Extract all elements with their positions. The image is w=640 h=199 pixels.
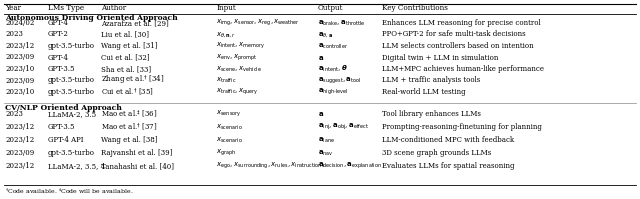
Text: 2023: 2023 <box>5 110 23 118</box>
Text: 2023/12: 2023/12 <box>5 136 35 144</box>
Text: Real-world LLM testing: Real-world LLM testing <box>382 88 466 96</box>
Text: GPT-3.5: GPT-3.5 <box>48 123 76 131</box>
Text: $x_{\mathrm{scenario}}$: $x_{\mathrm{scenario}}$ <box>216 135 243 145</box>
Text: 3D scene graph grounds LLMs: 3D scene graph grounds LLMs <box>382 149 492 157</box>
Text: LMs Type: LMs Type <box>48 4 84 12</box>
Text: Autonomous Driving Oriented Approach: Autonomous Driving Oriented Approach <box>5 14 178 22</box>
Text: LLM-conditioned MPC with feedback: LLM-conditioned MPC with feedback <box>382 136 514 144</box>
Text: Zhang et al.$^{\dagger}$ [34]: Zhang et al.$^{\dagger}$ [34] <box>101 74 164 87</box>
Text: $\mathbf{a}$: $\mathbf{a}$ <box>318 110 324 118</box>
Text: Output: Output <box>318 4 344 12</box>
Text: LLM + traffic analysis tools: LLM + traffic analysis tools <box>382 76 481 85</box>
Text: $\mathbf{a}$: $\mathbf{a}$ <box>318 54 324 61</box>
Text: $\mathbf{a}_{\mathrm{high\text{-}level}}$: $\mathbf{a}_{\mathrm{high\text{-}level}}… <box>318 87 349 97</box>
Text: gpt-3.5-turbo: gpt-3.5-turbo <box>48 88 95 96</box>
Text: $x_{\mathrm{graph}}$: $x_{\mathrm{graph}}$ <box>216 148 237 158</box>
Text: GPT-4: GPT-4 <box>48 19 69 27</box>
Text: Author: Author <box>101 4 126 12</box>
Text: 2023/12: 2023/12 <box>5 162 35 170</box>
Text: 2023/09: 2023/09 <box>5 149 35 157</box>
Text: Cui et al.$^{\dagger}$ [35]: Cui et al.$^{\dagger}$ [35] <box>101 86 154 98</box>
Text: PPO+GPT-2 for safe multi-task decisions: PPO+GPT-2 for safe multi-task decisions <box>382 30 525 38</box>
Text: $\mathbf{a}_{\mathrm{suggest}}, \mathbf{a}_{\mathrm{tool}}$: $\mathbf{a}_{\mathrm{suggest}}, \mathbf{… <box>318 75 362 86</box>
Text: 2024/02: 2024/02 <box>5 19 35 27</box>
Text: $x_{\theta,\mathbf{n},r}$: $x_{\theta,\mathbf{n},r}$ <box>216 30 236 39</box>
Text: Year: Year <box>5 4 21 12</box>
Text: $x_{\mathrm{ego}}, x_{\mathrm{surrounding}}, x_{\mathrm{rules}}, x_{\mathrm{inst: $x_{\mathrm{ego}}, x_{\mathrm{surroundin… <box>216 161 326 171</box>
Text: GPT-3.5: GPT-3.5 <box>48 65 76 73</box>
Text: GPT-4 API: GPT-4 API <box>48 136 83 144</box>
Text: Mao et al.$^{\dagger}$ [37]: Mao et al.$^{\dagger}$ [37] <box>101 121 157 133</box>
Text: $x_{\mathrm{traffic}}, x_{\mathrm{query}}$: $x_{\mathrm{traffic}}, x_{\mathrm{query}… <box>216 87 259 97</box>
Text: $x_{\mathrm{scene}}, x_{\mathrm{vehicle}}$: $x_{\mathrm{scene}}, x_{\mathrm{vehicle}… <box>216 64 262 74</box>
Text: $\mathbf{a}_{\mathrm{inj}}, \mathbf{a}_{\mathrm{obj}}, \mathbf{a}_{\mathrm{effec: $\mathbf{a}_{\mathrm{inj}}, \mathbf{a}_{… <box>318 122 369 132</box>
Text: gpt-3.5-turbo: gpt-3.5-turbo <box>48 149 95 157</box>
Text: 2023/09: 2023/09 <box>5 54 35 61</box>
Text: LLaMA-2, 3.5, 4: LLaMA-2, 3.5, 4 <box>48 162 105 170</box>
Text: Digital twin + LLM in simulation: Digital twin + LLM in simulation <box>382 54 499 61</box>
Text: Wang et al. [31]: Wang et al. [31] <box>101 42 157 50</box>
Text: $x_{\mathrm{sensory}}$: $x_{\mathrm{sensory}}$ <box>216 109 242 119</box>
Text: $x_{\mathrm{scenario}}$: $x_{\mathrm{scenario}}$ <box>216 122 243 132</box>
Text: $^{\dagger}$Code available. $^{\ddagger}$Code will be available.: $^{\dagger}$Code available. $^{\ddagger}… <box>5 186 134 196</box>
Text: Liu et al. [30]: Liu et al. [30] <box>101 30 149 38</box>
Text: GPT-2: GPT-2 <box>48 30 69 38</box>
Text: $x_{\mathrm{traffic}}$: $x_{\mathrm{traffic}}$ <box>216 76 237 85</box>
Text: Sha et al. [33]: Sha et al. [33] <box>101 65 151 73</box>
Text: GPT-4: GPT-4 <box>48 54 69 61</box>
Text: LLM selects controllers based on intention: LLM selects controllers based on intenti… <box>382 42 534 50</box>
Text: Tool library enhances LLMs: Tool library enhances LLMs <box>382 110 481 118</box>
Text: $\mathbf{a}_{\theta,\mathbf{a}}$: $\mathbf{a}_{\theta,\mathbf{a}}$ <box>318 30 333 39</box>
Text: 2023: 2023 <box>5 30 23 38</box>
Text: $x_{\mathrm{img}}, x_{\mathrm{sensor}}, x_{\mathrm{reg}}, x_{\mathrm{weather}}$: $x_{\mathrm{img}}, x_{\mathrm{sensor}}, … <box>216 18 300 28</box>
Text: 2023/10: 2023/10 <box>5 65 35 73</box>
Text: Tanahashi et al. [40]: Tanahashi et al. [40] <box>101 162 174 170</box>
Text: 2023/12: 2023/12 <box>5 123 35 131</box>
Text: gpt-3.5-turbo: gpt-3.5-turbo <box>48 42 95 50</box>
Text: 2023/09: 2023/09 <box>5 76 35 85</box>
Text: Input: Input <box>216 4 236 12</box>
Text: Wang et al. [38]: Wang et al. [38] <box>101 136 157 144</box>
Text: CV/NLP Oriented Approach: CV/NLP Oriented Approach <box>5 104 122 112</box>
Text: $\mathbf{a}_{\mathrm{brake}}, \mathbf{a}_{\mathrm{throttle}}$: $\mathbf{a}_{\mathrm{brake}}, \mathbf{a}… <box>318 18 365 28</box>
Text: Cui et al. [32]: Cui et al. [32] <box>101 54 150 61</box>
Text: $\mathbf{a}_{\mathrm{decision}}, \mathbf{a}_{\mathrm{explanation}}$: $\mathbf{a}_{\mathrm{decision}}, \mathbf… <box>318 161 382 171</box>
Text: Prompting-reasoning-finetuning for planning: Prompting-reasoning-finetuning for plann… <box>382 123 542 131</box>
Text: $\mathbf{a}_{\mathrm{intent}}, \boldsymbol{\theta}$: $\mathbf{a}_{\mathrm{intent}}, \boldsymb… <box>318 64 348 74</box>
Text: Evaluates LLMs for spatial reasoning: Evaluates LLMs for spatial reasoning <box>382 162 515 170</box>
Text: $x_{\mathrm{intent}}, x_{\mathrm{memory}}$: $x_{\mathrm{intent}}, x_{\mathrm{memory}… <box>216 41 266 51</box>
Text: Mao et al.$^{\ddagger}$ [36]: Mao et al.$^{\ddagger}$ [36] <box>101 108 157 120</box>
Text: $x_{\mathrm{env}}, x_{\mathrm{prompt}}$: $x_{\mathrm{env}}, x_{\mathrm{prompt}}$ <box>216 52 257 63</box>
Text: 2023/10: 2023/10 <box>5 88 35 96</box>
Text: Key Contributions: Key Contributions <box>382 4 448 12</box>
Text: $\mathbf{a}_{\mathrm{nav}}$: $\mathbf{a}_{\mathrm{nav}}$ <box>318 148 333 158</box>
Text: 2023/12: 2023/12 <box>5 42 35 50</box>
Text: Rajvanshi et al. [39]: Rajvanshi et al. [39] <box>101 149 173 157</box>
Text: Enhances LLM reasoning for precise control: Enhances LLM reasoning for precise contr… <box>382 19 541 27</box>
Text: Azarafza et al. [29]: Azarafza et al. [29] <box>101 19 169 27</box>
Text: LLM+MPC achieves human-like performance: LLM+MPC achieves human-like performance <box>382 65 544 73</box>
Text: gpt-3.5-turbo: gpt-3.5-turbo <box>48 76 95 85</box>
Text: $\mathbf{a}_{\mathrm{controller}}$: $\mathbf{a}_{\mathrm{controller}}$ <box>318 41 348 51</box>
Text: LLaMA-2, 3.5: LLaMA-2, 3.5 <box>48 110 96 118</box>
Text: $\mathbf{a}_{\mathrm{lane}}$: $\mathbf{a}_{\mathrm{lane}}$ <box>318 135 335 145</box>
